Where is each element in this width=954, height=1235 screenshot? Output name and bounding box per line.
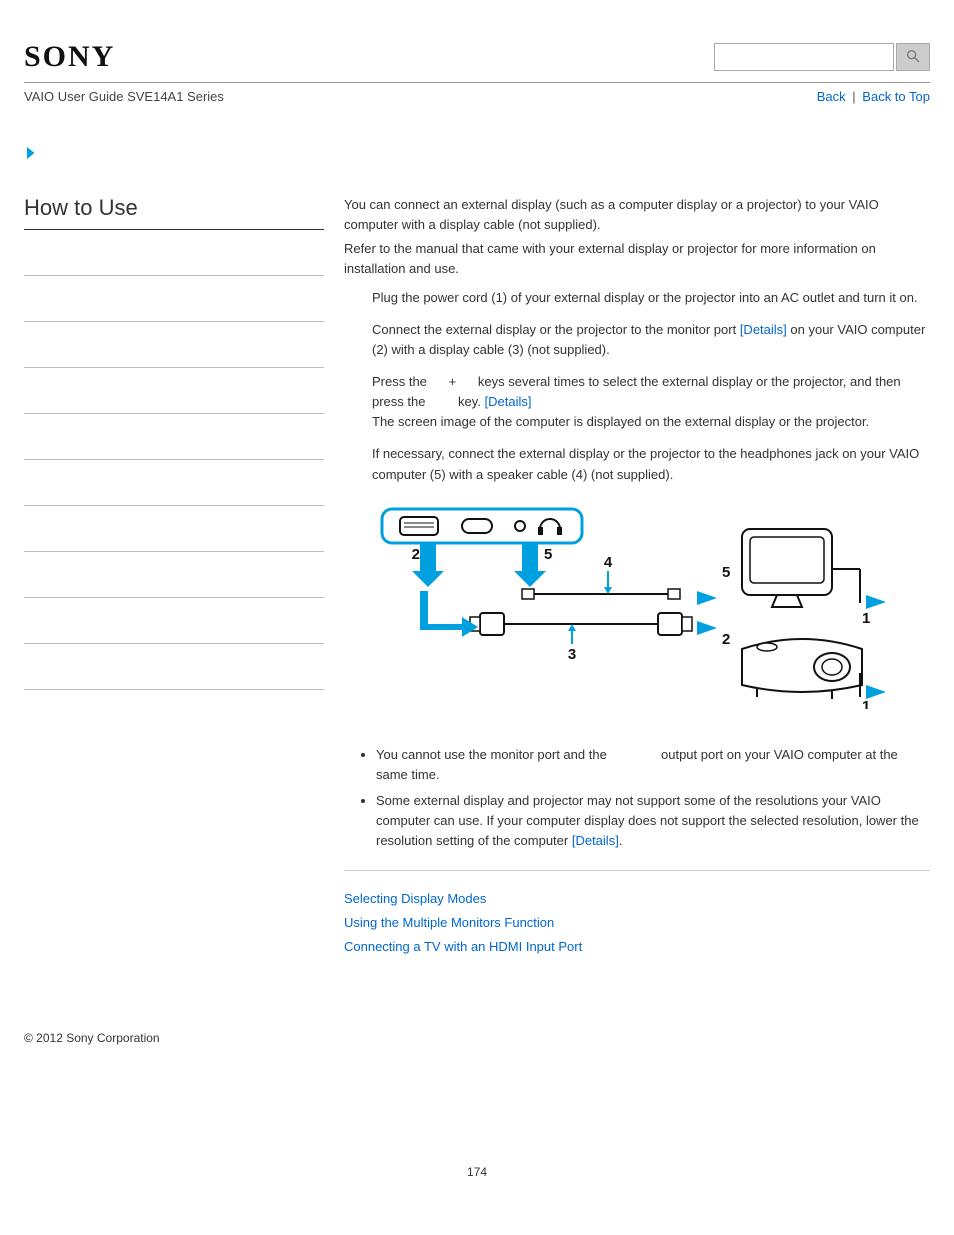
back-link[interactable]: Back xyxy=(817,89,846,104)
step-text: + xyxy=(449,374,460,389)
connection-diagram: 2 5 4 xyxy=(362,499,930,715)
step-4: If necessary, connect the external displ… xyxy=(372,444,930,484)
chevron-icon xyxy=(24,144,930,165)
nav-links: Back | Back to Top xyxy=(817,89,930,104)
copyright: © 2012 Sony Corporation xyxy=(24,1031,930,1045)
step-list: Plug the power cord (1) of your external… xyxy=(372,288,930,485)
note-text: Some external display and projector may … xyxy=(376,793,919,848)
note-text: You cannot use the monitor port and the xyxy=(376,747,610,762)
related-topics: Selecting Display Modes Using the Multip… xyxy=(344,889,930,957)
svg-text:5: 5 xyxy=(544,546,552,563)
related-link[interactable]: Selecting Display Modes xyxy=(344,889,930,909)
main-content: You can connect an external display (suc… xyxy=(344,195,930,961)
header-bar: SONY xyxy=(24,40,930,83)
sidebar-item[interactable] xyxy=(24,506,324,552)
details-link[interactable]: [Details] xyxy=(572,833,619,848)
sidebar-item[interactable] xyxy=(24,368,324,414)
guide-title: VAIO User Guide SVE14A1 Series xyxy=(24,89,224,104)
svg-text:4: 4 xyxy=(604,554,613,571)
details-link[interactable]: [Details] xyxy=(485,394,532,409)
sidebar: How to Use xyxy=(24,195,324,961)
divider xyxy=(344,870,930,871)
step-text: The screen image of the computer is disp… xyxy=(372,414,869,429)
intro-paragraph-2: Refer to the manual that came with your … xyxy=(344,239,930,279)
step-1: Plug the power cord (1) of your external… xyxy=(372,288,930,308)
sidebar-item[interactable] xyxy=(24,598,324,644)
details-link[interactable]: [Details] xyxy=(740,322,787,337)
nav-separator: | xyxy=(852,89,855,104)
search-icon xyxy=(905,48,921,67)
note-text: . xyxy=(619,833,623,848)
sidebar-item[interactable] xyxy=(24,460,324,506)
related-link[interactable]: Using the Multiple Monitors Function xyxy=(344,913,930,933)
notes-section: You cannot use the monitor port and the … xyxy=(344,745,930,852)
sony-logo: SONY xyxy=(24,40,115,74)
search-input[interactable] xyxy=(714,43,894,71)
svg-text:1: 1 xyxy=(862,698,870,709)
step-3: Press the + keys several times to select… xyxy=(372,372,930,432)
step-text: Plug the power cord (1) of your external… xyxy=(372,290,918,305)
sidebar-item[interactable] xyxy=(24,644,324,690)
step-text: Press the xyxy=(372,374,431,389)
back-to-top-link[interactable]: Back to Top xyxy=(862,89,930,104)
key-gap xyxy=(460,374,474,389)
page-number: 174 xyxy=(24,1165,930,1179)
sidebar-item[interactable] xyxy=(24,276,324,322)
step-text: If necessary, connect the external displ… xyxy=(372,446,919,481)
sidebar-item[interactable] xyxy=(24,552,324,598)
step-text: Connect the external display or the proj… xyxy=(372,322,740,337)
sidebar-title: How to Use xyxy=(24,195,324,230)
svg-text:1: 1 xyxy=(862,610,870,627)
related-link[interactable]: Connecting a TV with an HDMI Input Port xyxy=(344,937,930,957)
note-gap xyxy=(610,747,657,762)
svg-text:2: 2 xyxy=(412,546,420,563)
subheader: VAIO User Guide SVE14A1 Series Back | Ba… xyxy=(24,89,930,104)
note-item: Some external display and projector may … xyxy=(376,791,930,851)
sidebar-item[interactable] xyxy=(24,414,324,460)
search-button[interactable] xyxy=(896,43,930,71)
svg-text:5: 5 xyxy=(722,564,730,581)
sidebar-item[interactable] xyxy=(24,230,324,276)
search-box xyxy=(714,43,930,71)
svg-text:2: 2 xyxy=(722,631,730,648)
svg-text:3: 3 xyxy=(568,646,576,663)
intro-paragraph-1: You can connect an external display (suc… xyxy=(344,195,930,235)
note-item: You cannot use the monitor port and the … xyxy=(376,745,930,785)
step-2: Connect the external display or the proj… xyxy=(372,320,930,360)
step-text: key. xyxy=(458,394,485,409)
key-gap xyxy=(431,374,445,389)
sidebar-item[interactable] xyxy=(24,322,324,368)
key-gap xyxy=(429,394,454,409)
